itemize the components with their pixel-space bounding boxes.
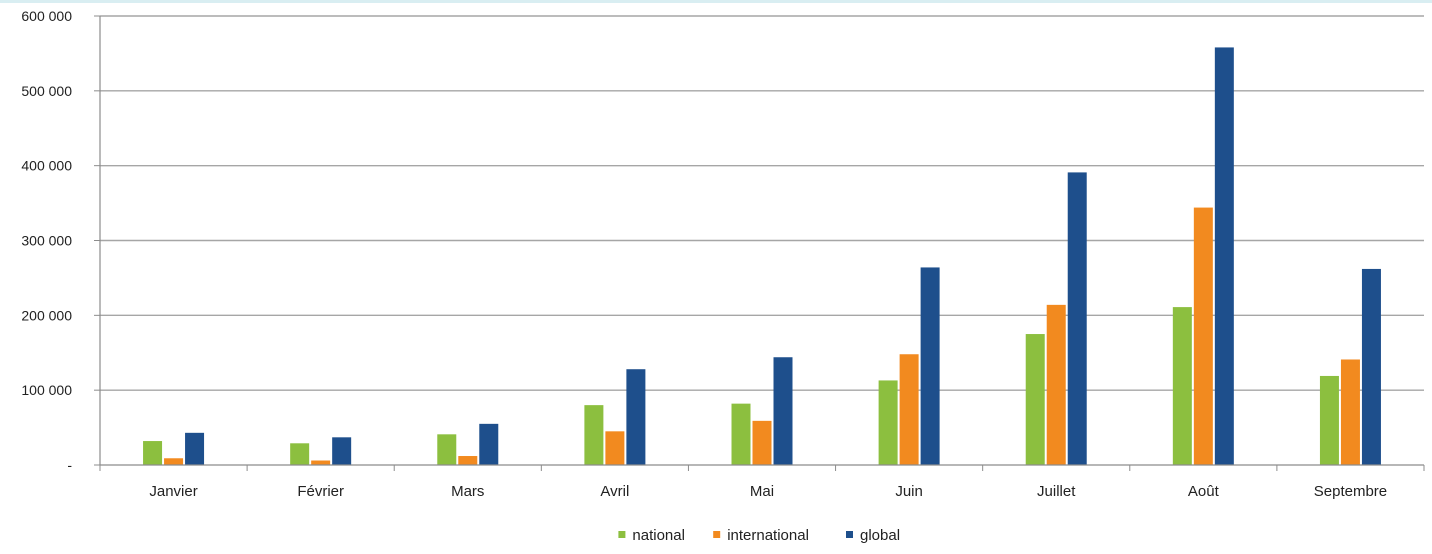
bar-global-8 bbox=[1214, 47, 1234, 466]
bar-national-3 bbox=[437, 434, 457, 465]
bar-global-9 bbox=[1361, 268, 1381, 465]
bar-international-5 bbox=[752, 420, 772, 465]
x-category-label: Juillet bbox=[1037, 483, 1076, 500]
bar-global-1 bbox=[185, 432, 205, 465]
bar-international-9 bbox=[1340, 359, 1360, 465]
bar-international-1 bbox=[164, 458, 184, 465]
legend-label-global: global bbox=[860, 527, 900, 544]
x-category-label: Janvier bbox=[149, 483, 197, 500]
legend-swatch-global bbox=[846, 531, 853, 538]
legend: national international global bbox=[618, 527, 900, 544]
x-category-label: Juin bbox=[895, 483, 923, 500]
bar-international-6 bbox=[899, 354, 919, 465]
bar-national-4 bbox=[584, 405, 604, 465]
bar-global-4 bbox=[626, 369, 646, 465]
bar-global-3 bbox=[479, 423, 499, 465]
bar-national-8 bbox=[1172, 307, 1192, 465]
bar-international-8 bbox=[1193, 207, 1213, 465]
bar-global-7 bbox=[1067, 172, 1087, 465]
legend-swatch-national bbox=[618, 531, 626, 538]
bar-national-5 bbox=[731, 403, 751, 465]
y-tick-label: 400 000 bbox=[21, 158, 72, 174]
y-tick-label: 100 000 bbox=[21, 382, 72, 398]
bar-global-2 bbox=[332, 437, 352, 465]
x-category-label: Avril bbox=[600, 483, 629, 500]
y-tick-label: - bbox=[67, 457, 72, 473]
legend-swatch-international bbox=[713, 531, 721, 538]
x-category-label: Février bbox=[297, 483, 344, 500]
bars bbox=[143, 47, 1381, 466]
y-tick-label: 300 000 bbox=[21, 233, 72, 249]
bar-national-7 bbox=[1025, 334, 1045, 465]
bar-global-6 bbox=[920, 267, 940, 465]
legend-label-national: national bbox=[632, 527, 685, 544]
x-category-label: Août bbox=[1188, 483, 1220, 500]
top-border bbox=[0, 0, 1432, 3]
x-category-label: Septembre bbox=[1314, 483, 1387, 500]
bar-international-7 bbox=[1046, 304, 1066, 465]
y-tick-label: 600 000 bbox=[21, 8, 72, 24]
legend-label-international: international bbox=[727, 527, 809, 544]
x-category-label: Mars bbox=[451, 483, 484, 500]
bar-international-3 bbox=[458, 456, 478, 465]
bar-national-9 bbox=[1319, 375, 1339, 465]
bar-global-5 bbox=[773, 357, 793, 465]
bar-international-2 bbox=[311, 460, 331, 465]
y-tick-label: 500 000 bbox=[21, 83, 72, 99]
y-tick-label: 200 000 bbox=[21, 307, 72, 323]
bar-national-6 bbox=[878, 380, 898, 465]
x-category-labels: Janvier Février Mars Avril Mai Juin Juillet Aoû… bbox=[149, 483, 1387, 500]
bar-international-4 bbox=[605, 431, 625, 465]
x-category-label: Mai bbox=[750, 483, 774, 500]
bar-national-2 bbox=[290, 443, 310, 465]
bar-national-1 bbox=[143, 441, 163, 465]
y-tick-labels: - 100 000 200 000 300 000 400 000 500 000 600 … bbox=[21, 8, 72, 473]
axes bbox=[94, 15, 1425, 471]
